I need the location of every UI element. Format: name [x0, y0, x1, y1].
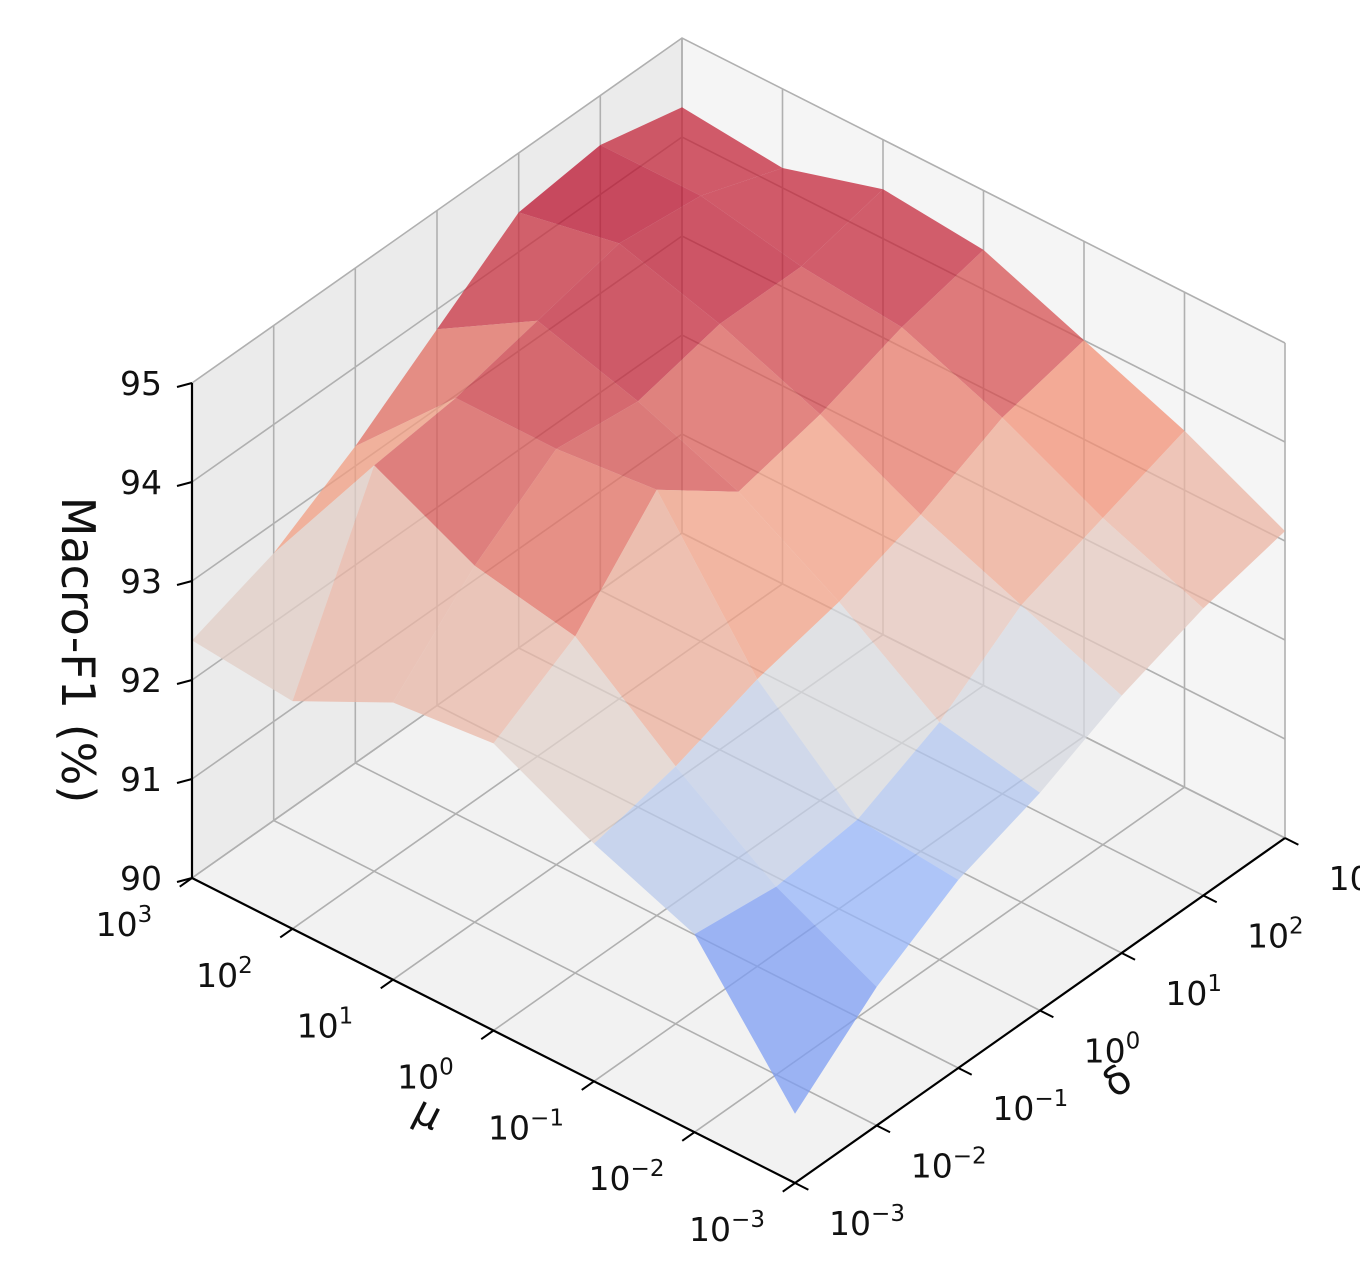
surface-patch	[1002, 340, 1185, 518]
mu-tick	[380, 978, 394, 990]
z-tick-label: 90	[120, 859, 162, 898]
surface-patch	[518, 145, 701, 244]
surface-patch	[493, 636, 676, 844]
surface-patch	[820, 327, 1003, 515]
z-axis-title: Macro-F1 (%)	[51, 497, 105, 804]
surface-patch	[738, 414, 921, 602]
mu-tick-label: 102	[196, 953, 253, 995]
surface-patch	[1021, 518, 1204, 696]
z-tick	[176, 481, 193, 487]
surface-patch	[455, 320, 638, 449]
surface-patch	[619, 195, 802, 324]
surface-patch	[1102, 430, 1285, 609]
z-tick-label: 91	[120, 760, 162, 799]
mu-tick	[581, 1080, 595, 1091]
delta-tick	[1202, 894, 1218, 904]
surface-patch	[857, 722, 1040, 880]
z-tick	[176, 778, 193, 784]
mu-tick-label: 10−3	[689, 1207, 765, 1249]
grid-line-z	[191, 37, 1286, 384]
surface-patch	[675, 679, 858, 887]
surface-patch	[901, 249, 1084, 418]
z-tick	[176, 679, 193, 685]
surface-patch	[638, 324, 821, 492]
z-tick	[176, 382, 193, 388]
surface-patch	[192, 465, 375, 702]
surface-patch	[292, 465, 475, 703]
delta-tick	[876, 1124, 891, 1134]
mu-tick	[279, 928, 294, 939]
chart-axes	[176, 382, 1299, 1193]
delta-tick-label: 103	[1329, 856, 1360, 898]
mu-tick	[480, 1029, 495, 1040]
z-tick-label: 92	[120, 661, 162, 700]
mu-tick	[681, 1131, 696, 1142]
delta-tick-label: 102	[1247, 914, 1304, 956]
chart-surface	[192, 107, 1285, 1114]
mu-tick-label: 103	[96, 902, 153, 944]
surface-patch	[656, 489, 839, 680]
z-tick	[176, 877, 193, 883]
surface-patch	[537, 243, 720, 402]
z-tick	[176, 580, 193, 586]
delta-tick	[1284, 837, 1299, 846]
surface-patch	[719, 266, 902, 415]
surface-patch	[594, 766, 777, 935]
mu-tick-label: 100	[397, 1055, 454, 1097]
surface-patch	[600, 107, 783, 196]
mu-tick-label: 101	[297, 1004, 354, 1046]
z-tick-label: 95	[120, 364, 162, 403]
mu-tick-label: 10−2	[589, 1156, 665, 1198]
surface-patch	[575, 489, 758, 767]
delta-tick-label: 10−3	[829, 1201, 905, 1243]
z-tick-label: 94	[120, 463, 162, 502]
delta-tick	[794, 1182, 809, 1191]
mu-tick	[782, 1182, 796, 1193]
surface-patch	[556, 401, 739, 492]
surface-patch	[920, 417, 1103, 606]
surface-patch	[437, 212, 620, 330]
surface-patch	[839, 514, 1022, 723]
surface-patch	[694, 886, 877, 1114]
surface-patch	[393, 565, 576, 744]
surface-patch	[700, 168, 883, 267]
surface-patch	[801, 189, 984, 328]
delta-tick-label: 100	[1084, 1029, 1141, 1071]
z-tick-label: 93	[120, 562, 162, 601]
mu-tick-label: 10−1	[488, 1105, 564, 1147]
delta-tick-label: 10−2	[911, 1144, 987, 1186]
surface-patch	[355, 320, 538, 447]
delta-tick	[1121, 952, 1136, 961]
delta-tick	[1039, 1009, 1054, 1019]
surface-patch	[939, 605, 1122, 793]
surface-patch	[757, 601, 940, 820]
surface-patch	[474, 448, 657, 637]
delta-tick-label: 101	[1165, 971, 1222, 1013]
surface-patch	[776, 819, 959, 987]
delta-tick	[957, 1067, 973, 1076]
delta-tick-label: 10−1	[992, 1086, 1068, 1128]
surface-patch	[374, 398, 557, 566]
